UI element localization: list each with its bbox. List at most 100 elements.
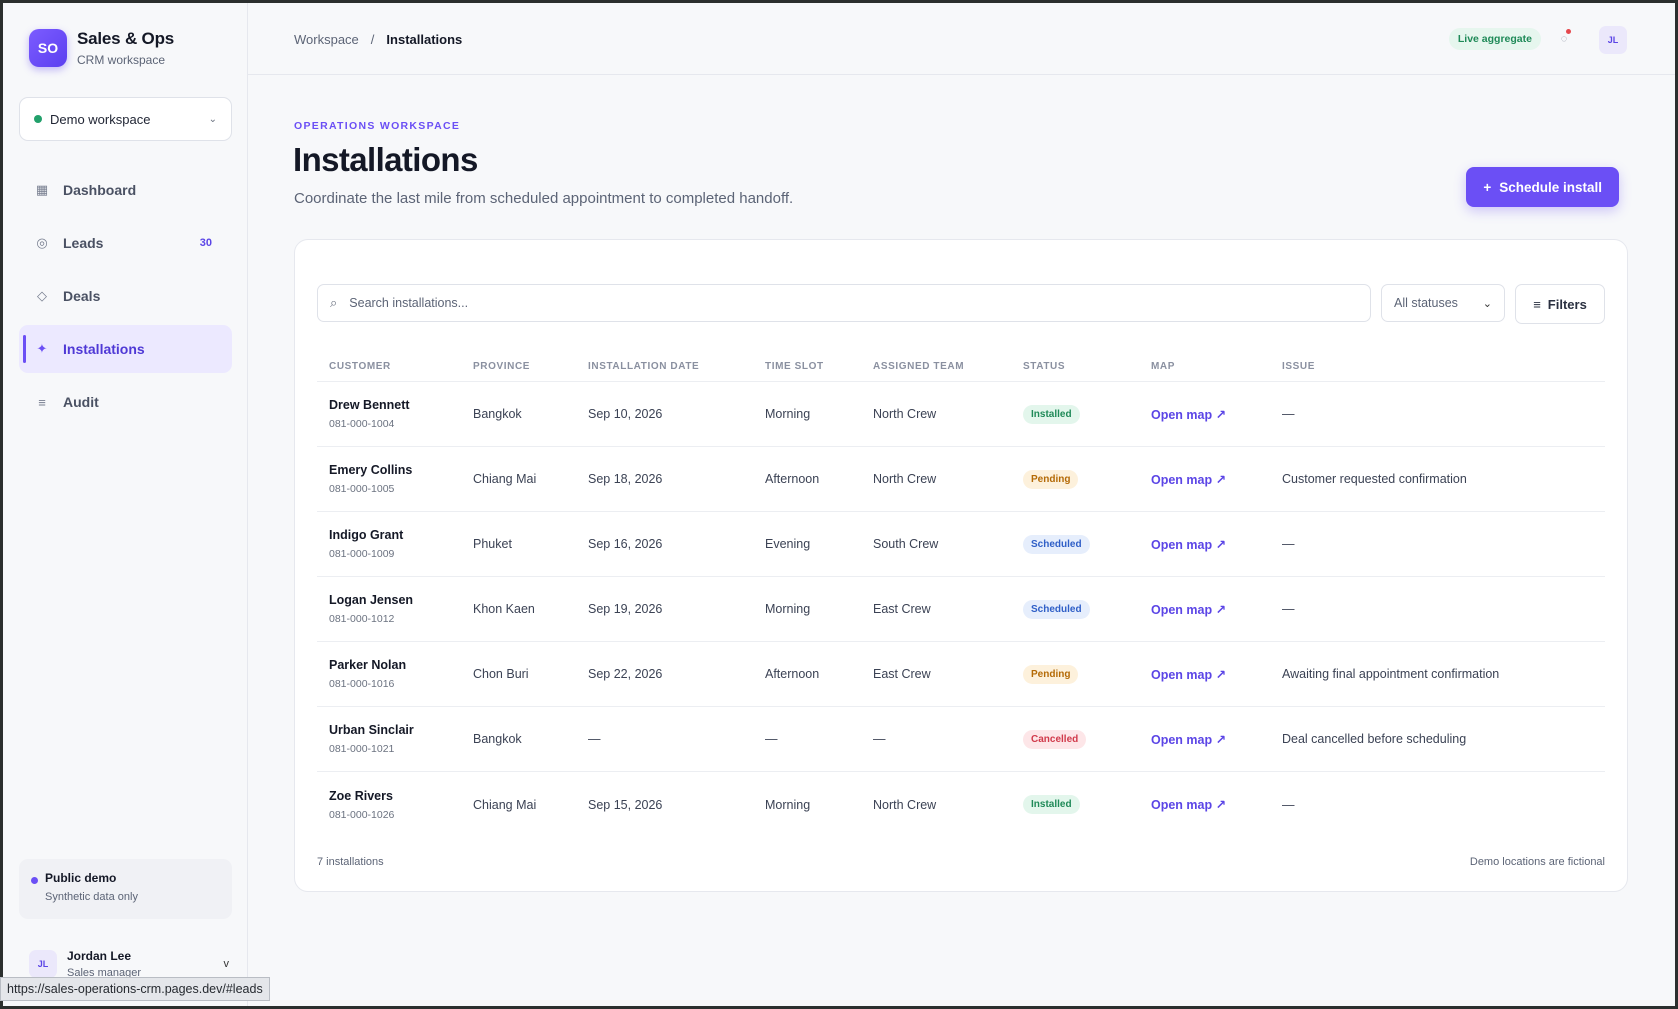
assigned-team-cell: North Crew bbox=[873, 407, 937, 421]
installation-date-cell: — bbox=[588, 732, 601, 746]
sidebar-item-dashboard[interactable]: ▦ Dashboard bbox=[19, 166, 232, 214]
column-header: TIME SLOT bbox=[765, 361, 824, 372]
table-row[interactable]: Emery Collins 081-000-1005 Chiang Mai Sep 1… bbox=[317, 447, 1605, 512]
time-slot-cell: Morning bbox=[765, 797, 811, 812]
open-map-link[interactable]: Open map ↗ bbox=[1151, 732, 1227, 747]
customer-name[interactable]: Indigo Grant bbox=[329, 528, 404, 542]
filters-label: Filters bbox=[1547, 296, 1587, 312]
open-map-link[interactable]: Open map ↗ bbox=[1151, 537, 1227, 552]
filter-lines-icon: ≡ bbox=[1533, 296, 1541, 312]
schedule-install-label: Schedule install bbox=[1499, 179, 1602, 195]
province-cell: Bangkok bbox=[473, 732, 522, 746]
assigned-team-cell: East Crew bbox=[873, 667, 931, 681]
customer-name[interactable]: Zoe Rivers bbox=[329, 788, 393, 803]
status-badge: Installed bbox=[1023, 795, 1080, 814]
search-input[interactable]: ⌕ Search installations... bbox=[317, 284, 1371, 322]
avatar: JL bbox=[29, 950, 57, 978]
breadcrumb-separator: / bbox=[370, 32, 375, 47]
status-cell: Installed bbox=[1011, 795, 1139, 814]
assigned-team-cell: North Crew bbox=[873, 472, 937, 486]
filters-button[interactable]: ≡ Filters bbox=[1515, 284, 1605, 324]
customer-cell: Emery Collins 081-000-1005 bbox=[317, 463, 461, 495]
table-row[interactable]: Indigo Grant 081-000-1009 Phuket Sep 16, 20… bbox=[317, 512, 1605, 577]
map-cell: Open map ↗ bbox=[1139, 537, 1270, 552]
customer-name[interactable]: Parker Nolan bbox=[329, 658, 407, 672]
customer-cell: Logan Jensen 081-000-1012 bbox=[317, 593, 461, 625]
notification-dot bbox=[1566, 29, 1571, 34]
open-map-link[interactable]: Open map ↗ bbox=[1151, 602, 1227, 617]
breadcrumb-workspace[interactable]: Workspace bbox=[294, 32, 359, 47]
map-cell: Open map ↗ bbox=[1139, 602, 1270, 617]
sidebar-item-label: Audit bbox=[63, 394, 99, 410]
sidebar-item-label: Installations bbox=[63, 341, 145, 357]
table-body: Drew Bennett 081-000-1004 Bangkok Sep 10, 2… bbox=[317, 382, 1605, 837]
customer-phone: 081-000-1012 bbox=[329, 613, 395, 625]
user-name: Jordan Lee bbox=[67, 949, 132, 963]
status-badge: Scheduled bbox=[1023, 599, 1090, 619]
table-row[interactable]: Drew Bennett 081-000-1004 Bangkok Sep 10, 2… bbox=[317, 382, 1605, 447]
installation-date-cell: Sep 16, 2026 bbox=[588, 537, 663, 551]
table-row[interactable]: Urban Sinclair 081-000-1021 Bangkok — — — Canc… bbox=[317, 707, 1605, 772]
schedule-install-button[interactable]: + Schedule install bbox=[1466, 167, 1619, 207]
diamond-icon: ◇ bbox=[37, 288, 47, 303]
status-cell: Scheduled bbox=[1011, 534, 1139, 554]
sidebar-item-leads[interactable]: ◎ Leads 30 bbox=[19, 219, 232, 267]
sparkle-icon: ✦ bbox=[36, 341, 48, 356]
customer-phone: 081-000-1026 bbox=[329, 808, 395, 821]
customer-phone: 081-000-1021 bbox=[329, 743, 395, 755]
chevron-down-icon: ⌄ bbox=[208, 113, 217, 125]
customer-phone: 081-000-1009 bbox=[329, 548, 395, 560]
column-header: MAP bbox=[1151, 361, 1176, 372]
table-header: CUSTOMER PROVINCE INSTALLATION DATE TIME SL… bbox=[317, 352, 1605, 382]
workspace-status-dot bbox=[34, 115, 42, 123]
sidebar-item-label: Leads bbox=[63, 235, 104, 251]
sidebar-item-installations[interactable]: ✦ Installations bbox=[19, 325, 232, 373]
installation-date-cell: Sep 10, 2026 bbox=[588, 407, 663, 421]
sidebar-item-deals[interactable]: ◇ Deals bbox=[19, 272, 232, 320]
open-map-link[interactable]: Open map ↗ bbox=[1151, 667, 1227, 682]
customer-name[interactable]: Drew Bennett bbox=[329, 398, 410, 412]
time-slot-cell: Evening bbox=[765, 537, 811, 551]
sidebar-item-audit[interactable]: ≡ Audit bbox=[19, 378, 232, 426]
column-header: PROVINCE bbox=[473, 361, 531, 372]
workspace-select[interactable]: Demo workspace ⌄ bbox=[19, 97, 232, 141]
status-badge: Installed bbox=[1023, 404, 1080, 424]
open-map-link[interactable]: Open map ↗ bbox=[1151, 472, 1227, 487]
status-filter-select[interactable]: All statuses ⌄ bbox=[1381, 284, 1505, 322]
customer-name[interactable]: Logan Jensen bbox=[329, 593, 414, 607]
status-cell: Pending bbox=[1011, 469, 1139, 489]
customer-name[interactable]: Emery Collins bbox=[329, 463, 413, 477]
list-icon: ≡ bbox=[38, 394, 46, 410]
notification-icon[interactable]: ◌ bbox=[1560, 33, 1568, 45]
time-slot-cell: Afternoon bbox=[765, 667, 820, 681]
column-header: ISSUE bbox=[1282, 361, 1316, 372]
breadcrumb-current: Installations bbox=[386, 32, 463, 47]
issue-cell: — bbox=[1282, 537, 1295, 551]
brand-title: Sales & Ops bbox=[77, 29, 175, 48]
installations-table: CUSTOMER PROVINCE INSTALLATION DATE TIME SL… bbox=[317, 352, 1605, 837]
issue-cell: — bbox=[1282, 797, 1295, 812]
brand-logo: SO bbox=[29, 29, 67, 67]
open-map-link[interactable]: Open map ↗ bbox=[1151, 798, 1227, 812]
status-badge: Scheduled bbox=[1023, 534, 1090, 554]
table-row[interactable]: Parker Nolan 081-000-1016 Chon Buri Sep 22,… bbox=[317, 642, 1605, 707]
open-map-link[interactable]: Open map ↗ bbox=[1151, 407, 1227, 422]
user-role: Sales manager bbox=[67, 967, 141, 979]
status-filter-value: All statuses bbox=[1394, 296, 1458, 310]
map-cell: Open map ↗ bbox=[1139, 667, 1270, 682]
map-cell: Open map ↗ bbox=[1139, 797, 1270, 812]
target-icon: ◎ bbox=[36, 235, 48, 250]
sidebar-item-label: Deals bbox=[63, 288, 101, 304]
brand[interactable]: SO Sales & Ops CRM workspace bbox=[29, 29, 174, 67]
avatar[interactable]: JL bbox=[1599, 26, 1627, 54]
table-row[interactable]: Logan Jensen 081-000-1012 Khon Kaen Sep 19,… bbox=[317, 577, 1605, 642]
assigned-team-cell: North Crew bbox=[873, 797, 937, 812]
issue-cell: Deal cancelled before scheduling bbox=[1282, 732, 1467, 746]
user-menu[interactable]: JL Jordan Lee Sales manager v bbox=[29, 946, 229, 982]
table-row[interactable]: Zoe Rivers 081-000-1026 Chiang Mai Sep 15, … bbox=[317, 772, 1605, 837]
live-aggregate-badge: Live aggregate bbox=[1448, 28, 1541, 50]
chevron-down-icon[interactable]: v bbox=[223, 958, 230, 970]
page-subtitle: Coordinate the last mile from scheduled … bbox=[294, 190, 794, 207]
customer-name[interactable]: Urban Sinclair bbox=[329, 723, 414, 737]
sidebar-item-label: Dashboard bbox=[63, 182, 137, 198]
